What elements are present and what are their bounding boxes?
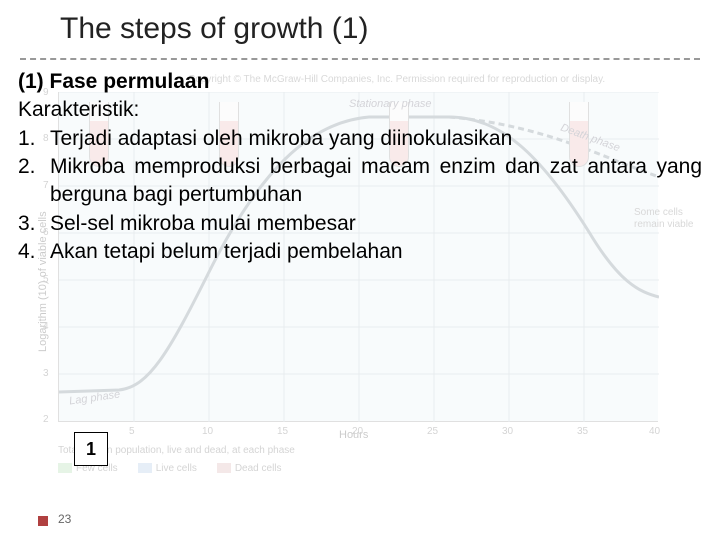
page-number: 23 <box>58 512 71 526</box>
list-number: 2. <box>18 153 50 210</box>
title-divider <box>20 58 700 60</box>
list-text: Akan tetapi belum terjadi pembelahan <box>50 238 702 266</box>
x-tick: 10 <box>202 426 213 437</box>
y-tick: 2 <box>43 414 49 425</box>
x-tick: 15 <box>277 426 288 437</box>
list-item: 3.Sel-sel mikroba mulai membesar <box>18 210 702 238</box>
legend-swatch <box>217 463 231 473</box>
list-item: 1.Terjadi adaptasi oleh mikroba yang dii… <box>18 125 702 153</box>
list-number: 1. <box>18 125 50 153</box>
y-tick: 3 <box>43 368 49 379</box>
list-item: 4.Akan tetapi belum terjadi pembelahan <box>18 238 702 266</box>
x-tick: 35 <box>577 426 588 437</box>
legend-label: Live cells <box>156 463 197 474</box>
legend-swatch <box>138 463 152 473</box>
content-text: (1) Fase permulaan Karakteristik: 1.Terj… <box>18 68 702 266</box>
x-tick: 30 <box>502 426 513 437</box>
y-tick: 5 <box>43 274 49 285</box>
legend-item: Dead cells <box>217 463 282 474</box>
legend-item: Live cells <box>138 463 197 474</box>
list-text: Sel-sel mikroba mulai membesar <box>50 210 702 238</box>
phase-number-box: 1 <box>74 432 108 466</box>
footer-marker-icon <box>38 516 48 526</box>
legend-swatch <box>58 463 72 473</box>
y-tick: 4 <box>43 321 49 332</box>
x-tick: 25 <box>427 426 438 437</box>
list-text: Mikroba memproduksi berbagai macam enzim… <box>50 153 702 210</box>
list-number: 3. <box>18 210 50 238</box>
list-item: 2.Mikroba memproduksi berbagai macam enz… <box>18 153 702 210</box>
x-tick: 20 <box>352 426 363 437</box>
x-tick: 5 <box>129 426 135 437</box>
content-subheading: Karakteristik: <box>18 96 702 124</box>
list-number: 4. <box>18 238 50 266</box>
content-heading: (1) Fase permulaan <box>18 68 702 96</box>
list-text: Terjadi adaptasi oleh mikroba yang diino… <box>50 125 702 153</box>
content-list: 1.Terjadi adaptasi oleh mikroba yang dii… <box>18 125 702 267</box>
slide-title: The steps of growth (1) <box>60 12 368 46</box>
legend-label: Dead cells <box>235 463 282 474</box>
x-tick: 40 <box>649 426 660 437</box>
